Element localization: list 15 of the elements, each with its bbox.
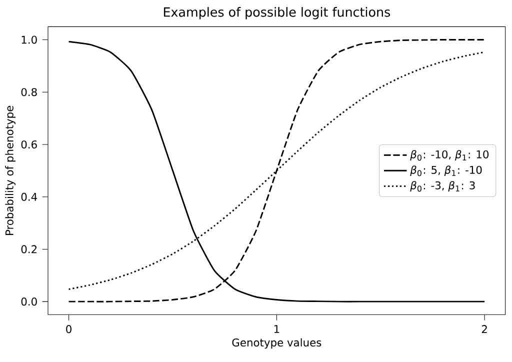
x-tick-label: 2 (482, 325, 487, 333)
x-axis-title: Genotype values (232, 338, 322, 349)
legend-label: β$_{0}$: -3, β$_{1}$: 3 (410, 181, 475, 192)
legend-label: β$_{0}$: -10, β$_{1}$: 10 (410, 150, 489, 161)
y-axis-title: Probability of phenotype (5, 106, 16, 235)
y-tick-label: 1.0 (22, 36, 37, 44)
y-tick-label: 0.2 (21, 245, 37, 254)
y-tick-label: 0.6 (21, 140, 37, 149)
x-tick-label: 1 (274, 325, 280, 333)
y-tick-label: 0.4 (21, 192, 37, 201)
y-tick-label: 0.8 (21, 88, 37, 96)
y-tick-label: 0.0 (21, 298, 37, 306)
legend-label: β$_{0}$: 5, β$_{1}$: -10 (410, 166, 482, 176)
x-tick-label: 0 (66, 325, 72, 334)
chart-title: Examples of possible logit functions (164, 7, 390, 20)
